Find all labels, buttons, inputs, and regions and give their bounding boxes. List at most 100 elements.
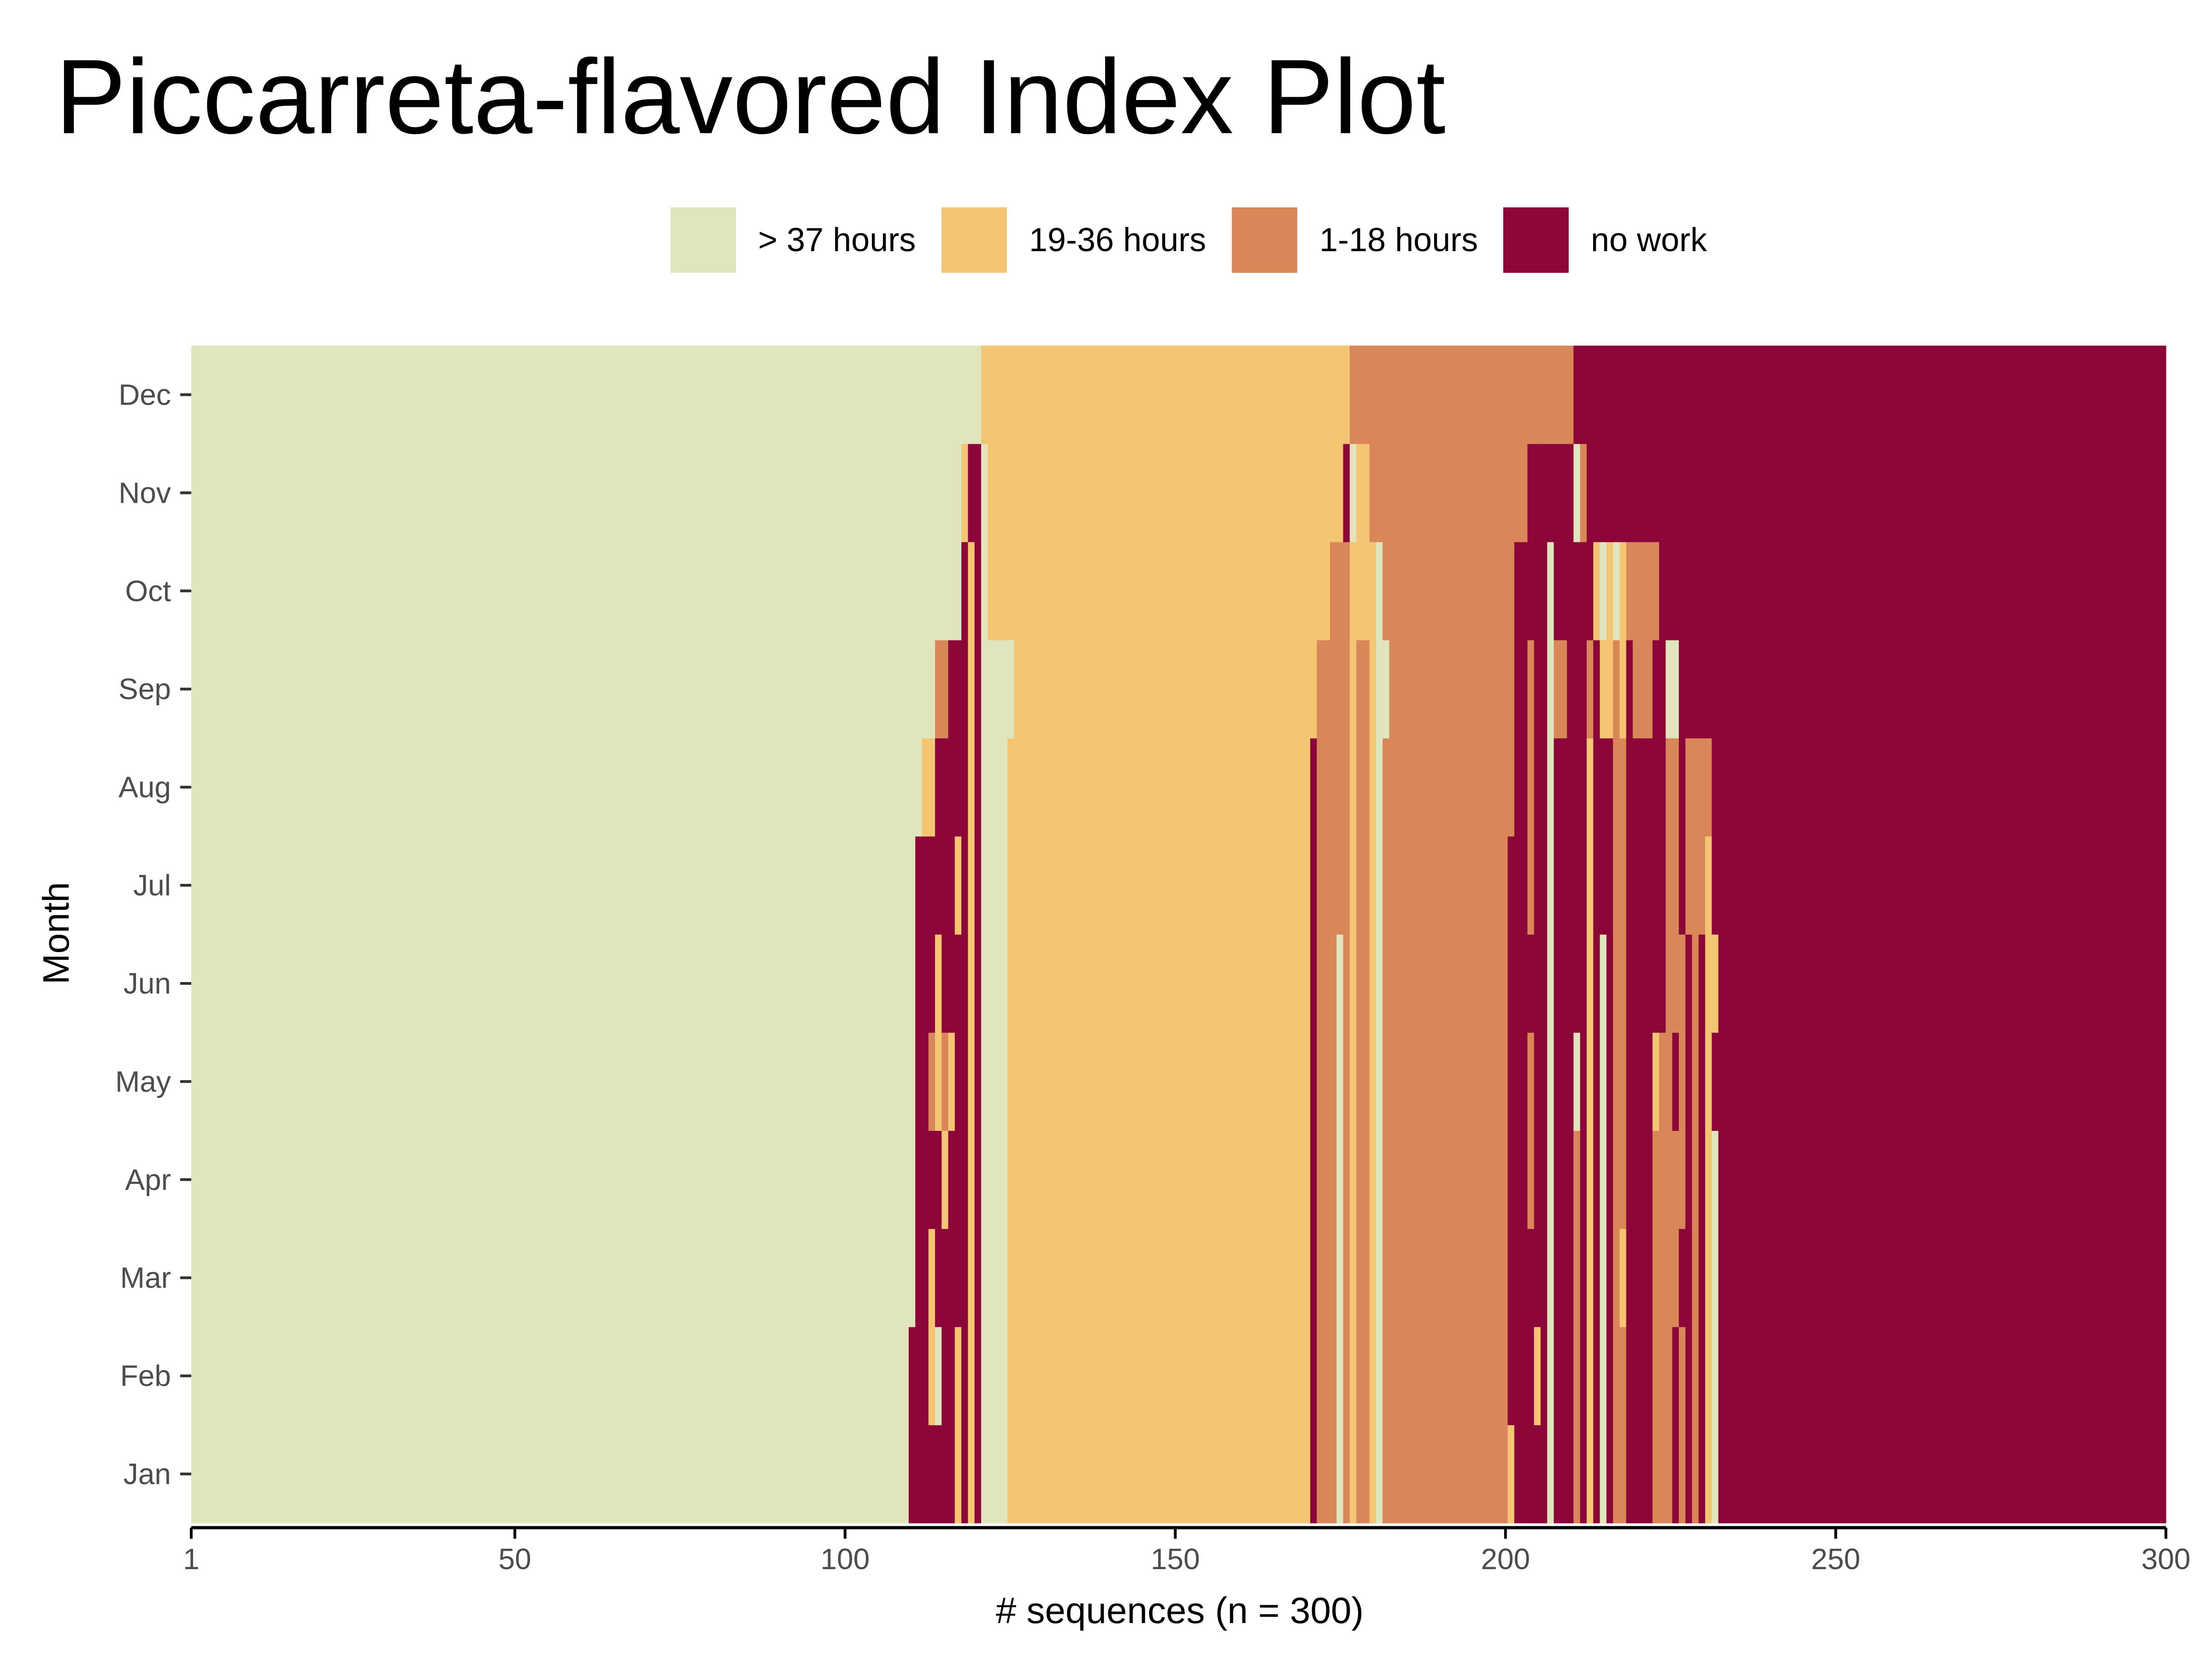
sequence-segment: [1330, 346, 1337, 542]
sequence-segment: [1705, 738, 1712, 837]
sequence-segment: [1573, 1032, 1581, 1131]
sequence-segment: [1619, 541, 1627, 739]
sequence-segment: [1014, 346, 1311, 1524]
sequence-segment: [1672, 1130, 1679, 1327]
y-tick-label: Mar: [120, 1261, 171, 1294]
x-tick-label: 300: [2141, 1542, 2191, 1576]
x-tick-label: 250: [1811, 1542, 1860, 1576]
sequence-segment: [954, 934, 962, 1327]
sequence-segment: [1567, 346, 1574, 444]
legend-label: 1-18 hours: [1319, 222, 1478, 259]
sequence-segment: [1507, 836, 1515, 1425]
sequence-segment: [968, 541, 975, 1524]
y-tick-label: Jul: [133, 869, 171, 902]
sequence-segment: [1712, 934, 1719, 1033]
sequence-segment: [1685, 934, 1693, 1524]
sequence-segment: [1600, 738, 1607, 935]
x-tick-label: 50: [499, 1542, 531, 1576]
y-tick-label: Dec: [118, 378, 171, 411]
y-tick-label: Feb: [120, 1359, 171, 1393]
y-tick-label: Jun: [124, 967, 171, 1000]
sequence-segment: [941, 1229, 949, 1524]
sequence-segment: [1652, 640, 1659, 1033]
sequence-segment: [1626, 346, 1633, 542]
sequence-segment: [1580, 346, 1587, 444]
sequence-segment: [1310, 346, 1318, 739]
sequence-segment: [1356, 443, 1370, 641]
sequence-segment: [1382, 346, 1390, 641]
sequence-segment: [1349, 346, 1357, 444]
sequence-segment: [1712, 346, 1719, 935]
x-tick-label: 1: [183, 1542, 200, 1576]
sequence-segment: [922, 346, 929, 739]
sequence-segment: [1349, 541, 1357, 1524]
sequence-segment: [1587, 738, 1594, 1524]
sequence-segment: [935, 1425, 942, 1524]
sequence-segment: [928, 1130, 935, 1229]
sequence-segment: [1382, 640, 1390, 739]
sequence-segment: [1527, 346, 1535, 444]
sequence-segment: [1534, 346, 1541, 444]
sequence-segment: [1547, 346, 1554, 444]
sequence-segment: [1705, 346, 1712, 739]
sequence-segment: [1527, 934, 1535, 1033]
sequence-segment: [1534, 443, 1541, 1327]
sequence-segment: [981, 346, 988, 444]
sequence-segment: [1606, 541, 1613, 739]
sequence-segment: [941, 738, 949, 1033]
sequence-segment: [1679, 1327, 1686, 1524]
sequence-segment: [1527, 640, 1535, 935]
y-tick-label: Nov: [118, 476, 171, 509]
sequence-segment: [1573, 1130, 1581, 1524]
sequence-segment: [1672, 1327, 1679, 1524]
sequence-segment: [1712, 1130, 1719, 1524]
sequence-segment: [191, 346, 909, 1524]
y-tick-label: Apr: [125, 1163, 171, 1196]
sequence-segment: [1507, 346, 1515, 837]
legend-label: > 37 hours: [758, 222, 916, 259]
sequence-segment: [1633, 738, 1647, 1524]
sequence-segment: [1652, 1032, 1659, 1131]
chart-title: Piccarreta-flavored Index Plot: [55, 37, 1446, 156]
sequence-segment: [935, 1130, 942, 1327]
sequence-segment: [948, 640, 955, 1033]
x-tick-label: 200: [1481, 1542, 1530, 1576]
sequence-segment: [935, 1327, 942, 1425]
sequence-segment: [1652, 541, 1659, 641]
sequence-segment: [961, 443, 969, 542]
sequence-segment: [1356, 640, 1370, 1524]
sequence-segment: [954, 346, 962, 641]
sequence-segment: [1718, 346, 2166, 1524]
sequence-segment: [1626, 541, 1633, 641]
sequence-segment: [1652, 346, 1659, 542]
sequence-segment: [1547, 541, 1554, 1524]
sequence-segment: [1665, 738, 1673, 1524]
sequence-segment: [1600, 346, 1607, 542]
sequence-segment: [1606, 738, 1613, 1524]
sequence-segment: [1573, 346, 1581, 444]
sequence-segment: [1330, 541, 1337, 1524]
sequence-segment: [928, 836, 935, 1033]
sequence-segment: [1698, 346, 1706, 739]
sequence-segment: [1567, 443, 1574, 1524]
sequence-segment: [1619, 1229, 1627, 1327]
sequence-segment: [1613, 541, 1620, 641]
sequence-segment: [1310, 738, 1318, 1524]
sequence-segment: [1343, 346, 1350, 444]
x-tick-label: 150: [1151, 1542, 1200, 1576]
y-tick-label: Aug: [118, 771, 171, 804]
sequence-segment: [1600, 541, 1607, 641]
sequence-segment: [1507, 1425, 1515, 1524]
sequence-segment: [1593, 541, 1600, 641]
sequence-segment: [922, 836, 929, 1524]
sequence-segment: [1553, 443, 1567, 641]
sequence-segment: [981, 443, 988, 1524]
sequence-segment: [1580, 541, 1587, 1524]
sequence-segment: [1573, 541, 1581, 1033]
sequence-segment: [1389, 346, 1508, 1524]
sequence-segment: [1600, 934, 1607, 1524]
sequence-segment: [1336, 934, 1344, 1524]
sequence-segment: [1349, 443, 1357, 542]
sequence-segment: [1600, 640, 1607, 739]
